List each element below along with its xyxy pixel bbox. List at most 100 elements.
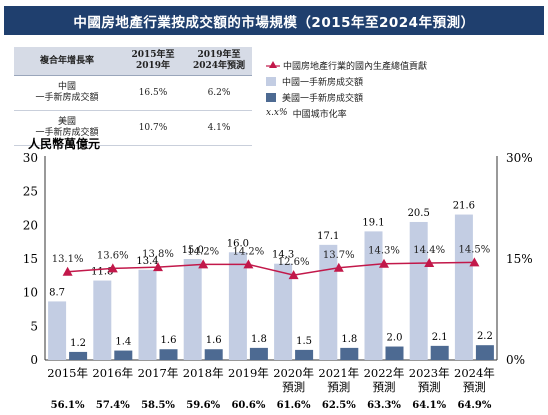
y-tick-label: 10 (23, 286, 38, 300)
y-tick-label: 5 (30, 319, 38, 333)
legend-label-us: 美國一手新房成交額 (282, 93, 364, 104)
triangle-marker-icon (266, 61, 280, 68)
bar-us (340, 347, 359, 360)
x-tick-label: 預測 (418, 380, 441, 394)
y-tick-label: 0 (30, 353, 38, 367)
bar-us-label: 1.4 (115, 337, 131, 348)
line-point-label: 13.6% (97, 250, 129, 261)
bar-china-label: 20.5 (408, 208, 430, 219)
x-tick-label: 2017年 (138, 366, 179, 380)
bar-china-label: 11.8 (91, 267, 113, 278)
bar-us (249, 347, 268, 360)
bar-us (385, 346, 404, 360)
legend-swatch-us (266, 92, 276, 102)
x-tick-label: 預測 (282, 380, 305, 394)
bar-china-label: 16.0 (227, 238, 249, 249)
legend-item-urban: x.x% 中國城市化率 (266, 106, 427, 120)
bar-china-label: 15.0 (182, 245, 204, 256)
cagr-header-label: 複合年增長率 (14, 47, 120, 76)
bar-china (183, 259, 202, 360)
line-point-label: 14.5% (459, 244, 491, 255)
line-point-label: 14.2% (187, 246, 219, 257)
bar-china-label: 8.7 (49, 287, 65, 298)
bar-us-label: 1.6 (161, 335, 177, 346)
legend-item-line: 中國房地產行業的國內生產總值貢獻 (266, 58, 427, 72)
bar-us-label: 2.1 (432, 332, 448, 343)
urbanization-label: 64.1% (412, 400, 446, 411)
y2-tick-label: 30% (506, 151, 533, 165)
line-point-label: 14.2% (233, 246, 265, 257)
bar-us-label: 1.5 (296, 336, 312, 347)
bar-us-label: 2.0 (387, 333, 403, 344)
bar-us (114, 350, 133, 360)
urbanization-label: 63.3% (367, 400, 401, 411)
y-tick-label: 15 (23, 252, 38, 266)
urbanization-label: 56.1% (51, 400, 85, 411)
cagr-value: 4.1% (186, 110, 252, 146)
y2-tick-label: 15% (506, 252, 533, 266)
bar-china-label: 13.4 (136, 256, 158, 267)
bar-china-label: 21.6 (453, 201, 475, 212)
bar-us (159, 349, 178, 360)
cagr-value: 16.5% (120, 75, 186, 111)
cagr-row-us: 美國 一手新房成交額 10.7% 4.1% (14, 110, 252, 146)
page-title: 中國房地產行業按成交額的市場規模（2015年至2024年預測） (4, 6, 544, 35)
x-tick-label: 預測 (327, 380, 350, 394)
urbanization-label: 62.5% (322, 400, 356, 411)
line-point (379, 258, 389, 268)
bar-us-label: 2.2 (477, 331, 493, 342)
cagr-row-label: 中國 一手新房成交額 (14, 75, 120, 111)
bar-china (228, 252, 247, 360)
bar-us-label: 1.6 (206, 335, 222, 346)
y-tick-label: 30 (23, 151, 38, 165)
y-tick-label: 25 (23, 185, 38, 199)
y-tick-label: 20 (23, 218, 38, 232)
x-tick-label: 預測 (373, 380, 396, 394)
bar-us (295, 349, 314, 360)
urbanization-label: 58.5% (141, 400, 175, 411)
bar-china (93, 280, 112, 360)
x-tick-label: 2015年 (47, 366, 88, 380)
urbanization-label: 64.9% (457, 400, 491, 411)
x-tick-label: 2024年 (454, 366, 495, 380)
cagr-header-period2: 2019年至 2024年預測 (186, 47, 252, 76)
x-tick-label: 預測 (463, 380, 486, 394)
line-point-label: 12.6% (278, 257, 310, 268)
cagr-header-row: 複合年增長率 2015年至 2019年 2019年至 2024年預測 (14, 47, 252, 76)
bar-china (454, 214, 473, 360)
legend-label-urban: 中國城市化率 (292, 109, 347, 120)
cagr-value: 10.7% (120, 110, 186, 146)
x-tick-label: 2020年 (273, 366, 314, 380)
line-point (198, 259, 209, 269)
cagr-row-label: 美國 一手新房成交額 (14, 110, 120, 146)
bar-us (430, 345, 449, 360)
line-point (288, 270, 299, 280)
bar-china (274, 263, 293, 360)
line-point-label: 13.8% (142, 249, 174, 260)
cagr-value: 6.2% (186, 75, 252, 111)
bar-china-label: 19.1 (362, 217, 384, 228)
line-point (424, 258, 435, 268)
cagr-table: 複合年增長率 2015年至 2019年 2019年至 2024年預測 中國 一手新房成… (14, 47, 252, 146)
y2-tick-label: 0% (506, 353, 525, 367)
line-point (153, 262, 163, 272)
legend-item-us: 美國一手新房成交額 (266, 90, 427, 104)
x-tick-label: 2021年 (318, 366, 359, 380)
bar-china (138, 269, 157, 360)
bar-us-label: 1.2 (70, 338, 86, 349)
legend-swatch-china (266, 76, 276, 86)
urbanization-label: 59.6% (186, 400, 220, 411)
bar-china-label: 14.3 (272, 250, 294, 261)
line-point-label: 13.7% (323, 250, 355, 261)
cagr-row-china: 中國 一手新房成交額 16.5% 6.2% (14, 75, 252, 111)
x-tick-label: 2019年 (228, 366, 269, 380)
line-point (62, 266, 73, 276)
legend: 中國房地產行業的國內生產總值貢獻 中國一手新房成交額 美國一手新房成交額 x.x… (266, 58, 427, 122)
bar-china (319, 244, 338, 360)
urbanization-label: 57.4% (96, 400, 130, 411)
cagr-header-period1: 2015年至 2019年 (120, 47, 186, 76)
line-point (107, 263, 118, 273)
legend-label-china: 中國一手新房成交額 (282, 77, 364, 88)
bar-china (409, 221, 428, 360)
